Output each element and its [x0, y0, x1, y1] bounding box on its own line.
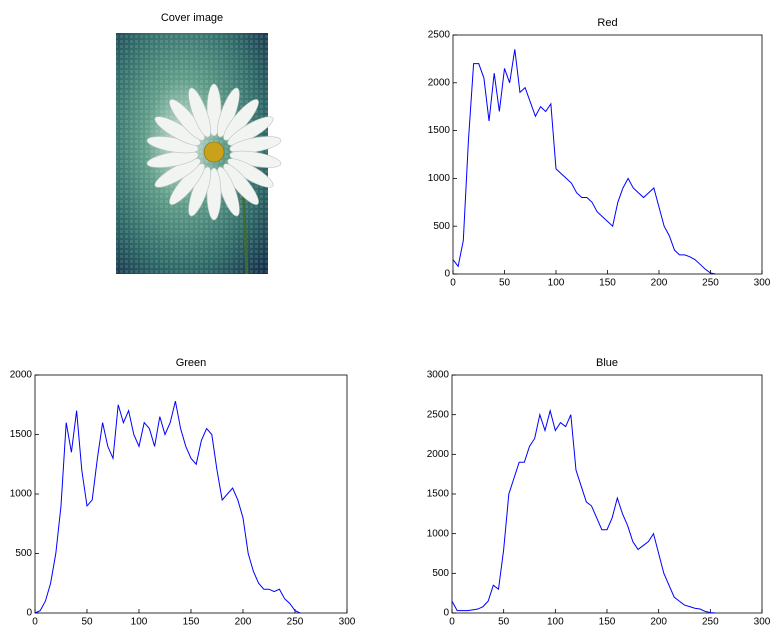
x-tick-label: 150: [599, 278, 616, 289]
histogram-line: [452, 411, 716, 613]
x-tick-label: 250: [287, 617, 304, 628]
y-tick-label: 1500: [428, 125, 451, 136]
histogram-line: [453, 49, 716, 274]
y-tick-label: 0: [26, 608, 32, 619]
y-tick-label: 1000: [428, 173, 451, 184]
x-tick-label: 100: [548, 278, 565, 289]
x-tick-label: 50: [498, 617, 510, 628]
axes-box: [35, 375, 347, 613]
axes-box: [453, 35, 762, 274]
y-tick-label: 2000: [428, 77, 451, 88]
y-tick-label: 2500: [427, 409, 450, 420]
y-tick-label: 0: [444, 269, 450, 280]
y-tick-label: 2000: [10, 370, 33, 381]
x-tick-label: 0: [449, 617, 455, 628]
y-tick-label: 500: [433, 221, 450, 232]
x-tick-label: 300: [754, 617, 771, 628]
y-tick-label: 1500: [427, 489, 450, 500]
y-tick-label: 500: [432, 568, 449, 579]
figure: Cover image Red0501001502002503000500100…: [0, 0, 779, 635]
axes-box: [452, 375, 762, 613]
x-tick-label: 200: [235, 617, 252, 628]
y-tick-label: 3000: [427, 370, 450, 381]
cover-image: [116, 33, 282, 274]
x-tick-label: 250: [702, 617, 719, 628]
x-tick-label: 50: [81, 617, 93, 628]
x-tick-label: 200: [650, 617, 667, 628]
x-tick-label: 250: [702, 278, 719, 289]
y-tick-label: 2000: [427, 449, 450, 460]
y-tick-label: 2500: [428, 30, 451, 41]
x-tick-label: 150: [599, 617, 616, 628]
image-title: Cover image: [161, 12, 223, 24]
y-tick-label: 0: [443, 608, 449, 619]
x-tick-label: 0: [32, 617, 38, 628]
y-tick-label: 500: [15, 548, 32, 559]
x-tick-label: 50: [499, 278, 511, 289]
chart-title: Blue: [596, 357, 618, 369]
chart-title: Red: [597, 17, 617, 29]
x-tick-label: 100: [131, 617, 148, 628]
x-tick-label: 300: [754, 278, 771, 289]
x-tick-label: 150: [183, 617, 200, 628]
y-tick-label: 1000: [427, 528, 450, 539]
histogram-line: [35, 401, 300, 613]
x-tick-label: 300: [339, 617, 356, 628]
y-tick-label: 1000: [10, 489, 33, 500]
x-tick-label: 200: [651, 278, 668, 289]
x-tick-label: 0: [450, 278, 456, 289]
y-tick-label: 1500: [10, 429, 33, 440]
x-tick-label: 100: [547, 617, 564, 628]
chart-title: Green: [176, 357, 207, 369]
